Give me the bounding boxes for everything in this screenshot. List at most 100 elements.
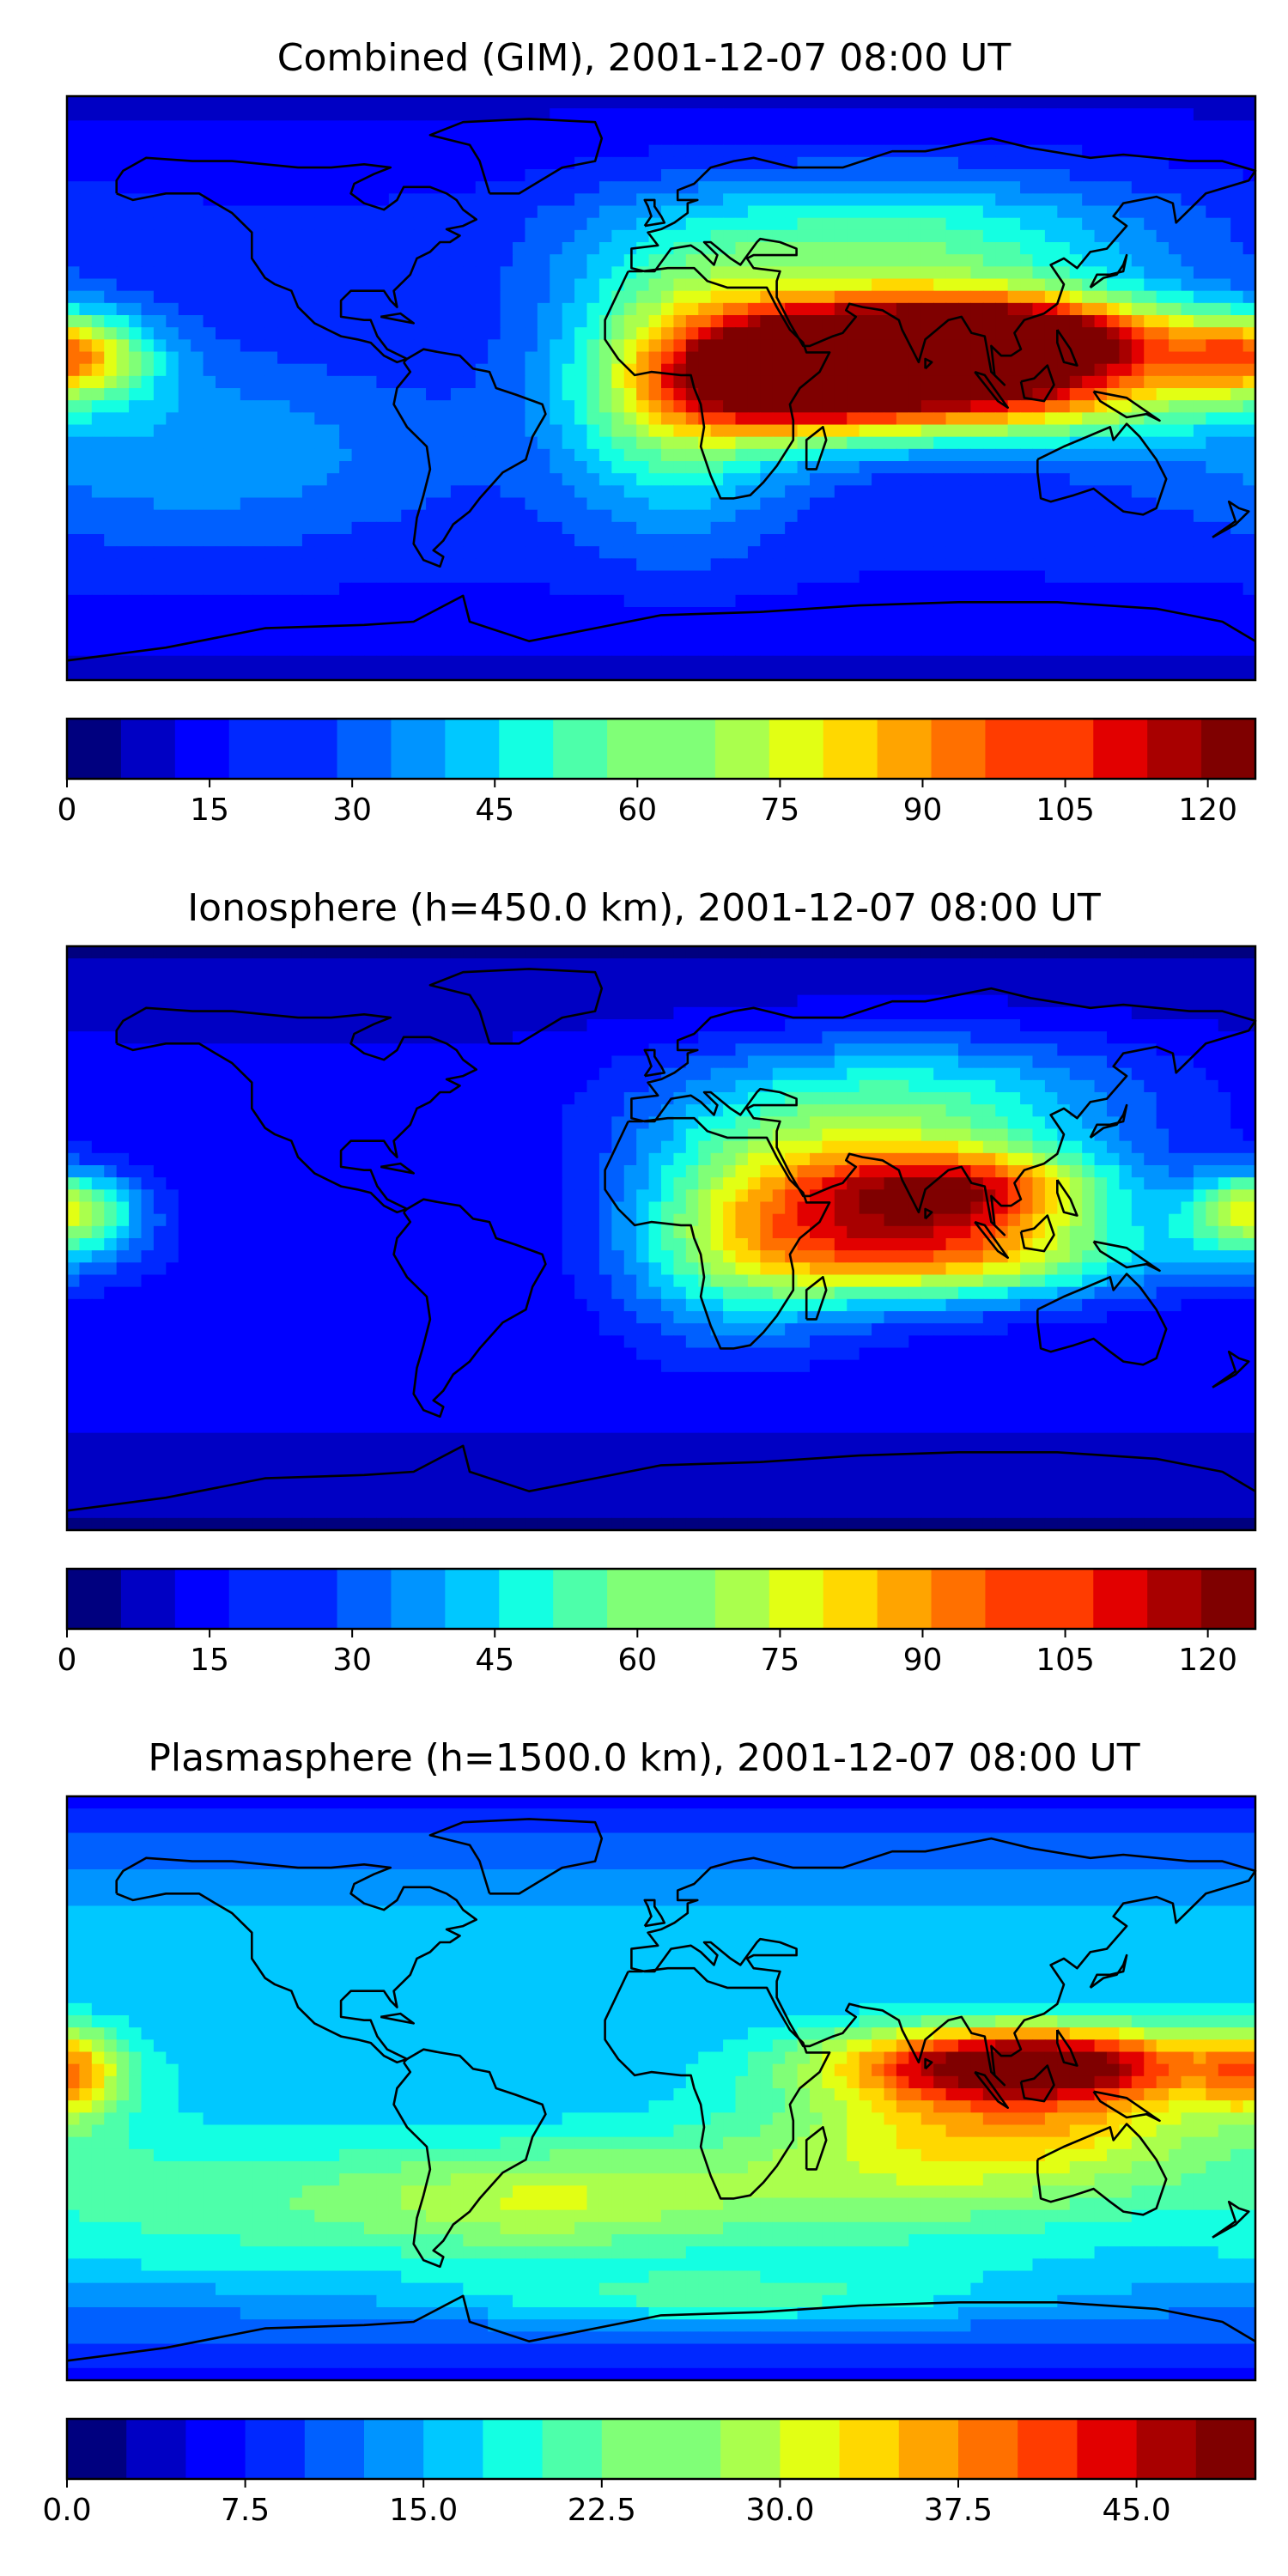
heatmap-cell [463, 448, 477, 462]
heatmap-cell [1181, 473, 1194, 486]
heatmap-cell [710, 497, 724, 511]
heatmap-cell [178, 619, 191, 632]
heatmap-cell [153, 485, 167, 499]
heatmap-cell [438, 339, 452, 353]
heatmap-cell [723, 242, 737, 255]
heatmap-cell [388, 946, 402, 959]
heatmap-cell [1107, 607, 1121, 620]
heatmap-cell [562, 315, 575, 328]
heatmap-cell [834, 448, 848, 462]
heatmap-cell [1007, 558, 1021, 572]
heatmap-cell [785, 946, 799, 959]
heatmap-cell [735, 193, 749, 207]
heatmap-cell [376, 667, 390, 681]
heatmap-cell [525, 169, 538, 182]
heatmap-cell [958, 242, 972, 255]
heatmap-cell [1230, 339, 1244, 353]
heatmap-cell [289, 594, 303, 608]
heatmap-cell [203, 351, 216, 365]
heatmap-cell [872, 339, 885, 353]
heatmap-cell [970, 582, 984, 596]
heatmap-cell [747, 363, 761, 377]
heatmap-cell [586, 570, 600, 584]
heatmap-cell [648, 400, 662, 413]
heatmap-cell [351, 242, 365, 255]
heatmap-cell [896, 667, 909, 681]
heatmap-cell [574, 497, 588, 511]
heatmap-cell [339, 132, 353, 146]
heatmap-cell [698, 473, 712, 486]
heatmap-cell [636, 351, 650, 365]
heatmap-cell [1193, 958, 1206, 971]
heatmap-cell [1094, 169, 1108, 182]
heatmap-cell [326, 448, 340, 462]
heatmap-cell [513, 497, 526, 511]
heatmap-cell [252, 655, 266, 669]
heatmap-cell [673, 582, 687, 596]
heatmap-cell [1082, 946, 1096, 959]
heatmap-cell [166, 278, 179, 292]
heatmap-cell [79, 96, 93, 109]
heatmap-cell [872, 424, 885, 438]
heatmap-cell [166, 363, 179, 377]
heatmap-cell [661, 655, 675, 669]
heatmap-cell [574, 485, 588, 499]
heatmap-cell [1069, 448, 1083, 462]
heatmap-cell [351, 302, 365, 316]
heatmap-cell [550, 473, 563, 486]
heatmap-cell [203, 521, 216, 535]
heatmap-cell [685, 582, 699, 596]
heatmap-cell [500, 242, 513, 255]
heatmap-cell [586, 643, 600, 657]
heatmap-cell [958, 181, 972, 194]
heatmap-cell [747, 473, 761, 486]
heatmap-cell [203, 339, 216, 353]
heatmap-cell [623, 970, 637, 984]
heatmap-cell [648, 120, 662, 134]
heatmap-cell [141, 242, 155, 255]
heatmap-cell [550, 96, 563, 109]
heatmap-cell [141, 485, 155, 499]
heatmap-cell [1131, 388, 1145, 401]
heatmap-cell [958, 351, 972, 365]
heatmap-cell [1119, 302, 1133, 316]
heatmap-cell [252, 558, 266, 572]
heatmap-cell [1181, 363, 1194, 377]
heatmap-cell [970, 156, 984, 170]
heatmap-cell [1169, 315, 1182, 328]
heatmap-cell [598, 655, 612, 669]
heatmap-cell [191, 302, 204, 316]
heatmap-cell [166, 242, 179, 255]
heatmap-cell [908, 254, 922, 267]
heatmap-cell [970, 217, 984, 231]
heatmap-cell [648, 521, 662, 535]
heatmap-cell [1044, 388, 1058, 401]
heatmap-cell [301, 448, 315, 462]
heatmap-cell [537, 278, 550, 292]
heatmap-cell [735, 266, 749, 280]
heatmap-cell [438, 96, 452, 109]
heatmap-cell [945, 534, 959, 547]
heatmap-cell [834, 461, 848, 474]
heatmap-cell [450, 958, 464, 971]
heatmap-cell [673, 351, 687, 365]
heatmap-cell [562, 448, 575, 462]
heatmap-cell [1082, 363, 1096, 377]
heatmap-cell [500, 278, 513, 292]
heatmap-cell [945, 521, 959, 535]
heatmap-cell [723, 655, 737, 669]
heatmap-cell [426, 327, 440, 340]
heatmap-cell [178, 144, 191, 158]
heatmap-cell [116, 278, 130, 292]
heatmap-cell [1094, 96, 1108, 109]
heatmap-cell [1020, 655, 1034, 669]
heatmap-cell [598, 132, 612, 146]
heatmap-cell [129, 290, 143, 304]
heatmap-cell [1193, 594, 1206, 608]
heatmap-cell [958, 290, 972, 304]
heatmap-cell [772, 497, 786, 511]
heatmap-cell [1069, 607, 1083, 620]
heatmap-cell [1082, 156, 1096, 170]
heatmap-cell [685, 521, 699, 535]
heatmap-cell [1131, 958, 1145, 971]
